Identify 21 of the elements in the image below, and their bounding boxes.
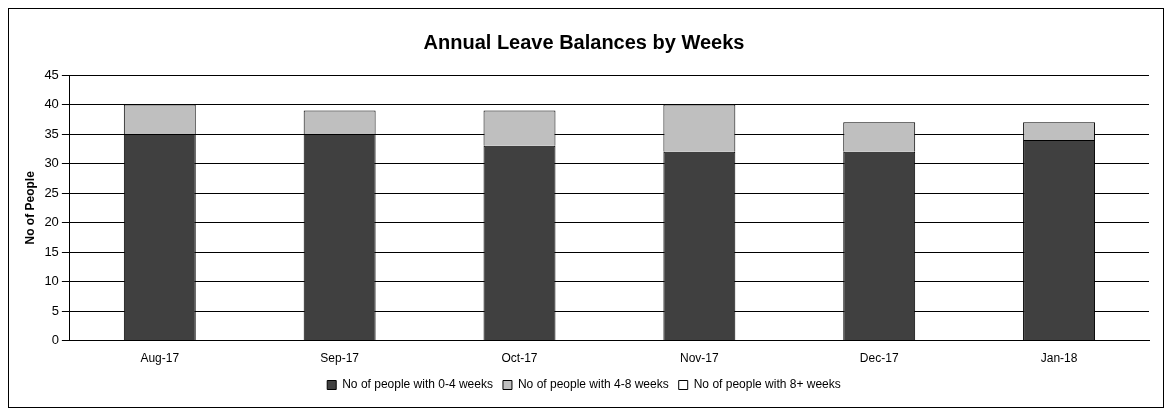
x-tick-label: Dec-17 — [859, 351, 899, 366]
x-tick-label: Sep-17 — [320, 351, 360, 366]
y-tick-label: 25 — [44, 184, 59, 200]
chart-title: Annual Leave Balances by Weeks — [423, 30, 745, 53]
legend-label: No of people with 8+ weeks — [693, 377, 841, 392]
x-tick-label: Nov-17 — [680, 351, 720, 366]
legend-label: No of people with 0-4 weeks — [342, 377, 493, 392]
y-tick-label: 45 — [44, 66, 59, 82]
x-tick-label: Aug-17 — [140, 351, 180, 366]
y-tick-label: 40 — [44, 96, 59, 112]
y-tick-label: 5 — [51, 302, 59, 318]
y-tick-label: 0 — [51, 332, 59, 348]
y-tick-label: 35 — [44, 125, 59, 141]
y-tick-label: 20 — [44, 214, 59, 230]
x-tick-label: Jan-18 — [1040, 351, 1078, 366]
y-tick-label: 15 — [44, 243, 59, 259]
y-axis-title: No of People — [22, 170, 37, 245]
y-tick-label: 10 — [44, 273, 59, 289]
x-tick-label: Oct-17 — [501, 351, 538, 366]
legend-label: No of people with 4-8 weeks — [517, 377, 669, 392]
y-tick-label: 30 — [44, 155, 59, 171]
